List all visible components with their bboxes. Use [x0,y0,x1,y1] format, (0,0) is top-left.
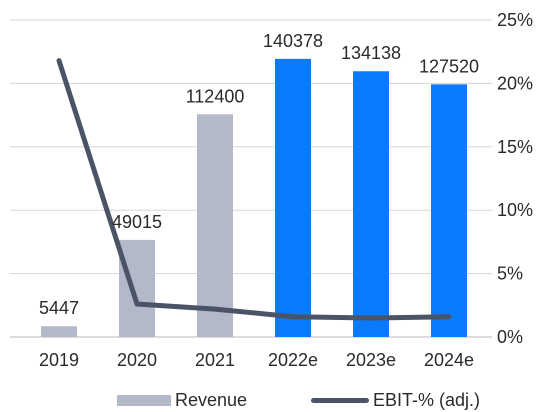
x-axis-tick-label: 2021 [195,350,235,370]
revenue-data-label-2024e: 127520 [419,56,479,76]
x-axis-tick-label: 2020 [117,350,157,370]
legend-revenue-swatch [117,394,171,406]
revenue-bar-2022e [275,58,311,337]
ebit-line [56,58,452,321]
revenue-bars [41,58,467,338]
right-axis-tick-label: 10% [497,200,533,220]
grid-lines [10,19,492,338]
legend: Revenue EBIT-% (adj.) [0,388,555,412]
revenue-data-label-2020: 49015 [112,212,162,232]
legend-item-revenue: Revenue [117,388,247,412]
revenue-bar-2023e [353,71,389,338]
bar-data-labels: 5447 49015 112400 140378 134138 127520 [39,31,479,318]
revenue-bar-2024e [431,84,467,337]
legend-item-ebit: EBIT-% (adj.) [311,388,480,412]
x-axis-tick-label: 2022e [268,350,318,370]
x-axis-tick-label: 2024e [424,350,474,370]
revenue-data-label-2023e: 134138 [341,43,401,63]
right-axis-tick-label: 5% [497,264,523,284]
right-axis-tick-label: 20% [497,73,533,93]
revenue-bar-2019 [41,326,77,337]
revenue-data-label-2019: 5447 [39,298,79,318]
right-axis-tick-label: 15% [497,137,533,157]
right-axis-tick-label: 25% [497,10,533,30]
right-axis-tick-labels: 0% 5% 10% 15% 20% 25% [497,10,533,347]
x-axis-tick-label: 2023e [346,350,396,370]
revenue-data-label-2021: 112400 [186,86,245,106]
revenue-bar-2020 [119,239,155,337]
x-axis-tick-label: 2019 [39,350,79,370]
legend-revenue-label: Revenue [175,389,248,410]
x-axis-tick-labels: 2019 2020 2021 2022e 2023e 2024e [39,350,474,370]
right-axis-tick-label: 0% [497,327,523,347]
ebit-series-line [56,58,452,321]
legend-ebit-label: EBIT-% (adj.) [373,389,481,410]
revenue-bar-2021 [197,114,233,338]
revenue-data-label-2022e: 140378 [263,31,323,51]
legend-ebit-swatch [311,397,369,403]
